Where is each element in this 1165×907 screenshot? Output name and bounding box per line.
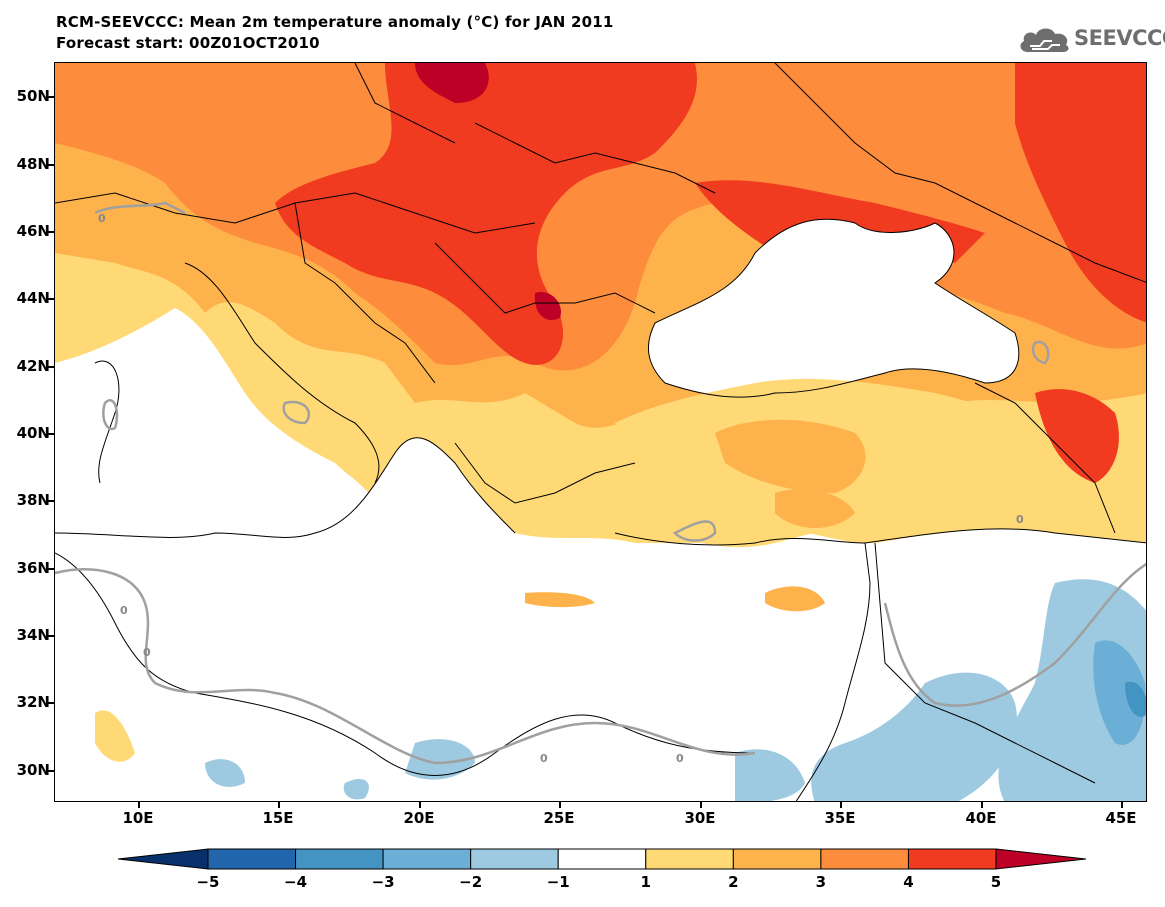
lat-label: 34N xyxy=(16,626,50,644)
lon-label: 40E xyxy=(965,809,997,827)
lat-tick xyxy=(47,164,54,166)
lon-label: 10E xyxy=(122,809,154,827)
legend-swatch xyxy=(995,848,1086,870)
lat-tick xyxy=(47,702,54,704)
legend-tick-label: −3 xyxy=(371,873,395,891)
lon-tick xyxy=(419,802,421,808)
forecast-start-label: Forecast start: 00Z01OCT2010 xyxy=(56,34,320,52)
lon-label: 25E xyxy=(543,809,575,827)
lat-tick xyxy=(47,433,54,435)
lat-label: 30N xyxy=(16,761,50,779)
legend-swatch xyxy=(645,848,734,870)
contour-label: 0 xyxy=(676,752,684,765)
lat-label: 46N xyxy=(16,222,50,240)
legend-swatch xyxy=(470,848,559,870)
lat-tick xyxy=(47,366,54,368)
legend-swatch xyxy=(382,848,472,870)
legend-tick-label: −2 xyxy=(459,873,483,891)
anomaly-field xyxy=(55,63,1146,801)
lat-tick xyxy=(47,298,54,300)
lon-tick xyxy=(981,802,983,808)
lat-label: 44N xyxy=(16,289,50,307)
lon-label: 15E xyxy=(262,809,294,827)
lat-label: 48N xyxy=(16,155,50,173)
lon-tick xyxy=(1121,802,1123,808)
legend-tick-label: −5 xyxy=(196,873,220,891)
legend-tick-label: 4 xyxy=(903,873,914,891)
lat-label: 50N xyxy=(16,87,50,105)
legend-tick-label: −1 xyxy=(546,873,570,891)
legend-tick-label: −4 xyxy=(284,873,308,891)
lat-tick xyxy=(47,96,54,98)
lat-label: 38N xyxy=(16,491,50,509)
legend-tick-label: 5 xyxy=(990,873,1002,891)
lon-tick xyxy=(700,802,702,808)
lat-label: 42N xyxy=(16,357,50,375)
lat-tick xyxy=(47,635,54,637)
logo-text: SEEVCCC xyxy=(1074,26,1165,50)
lat-label: 40N xyxy=(16,424,50,442)
legend-swatch xyxy=(557,848,647,870)
lat-label: 32N xyxy=(16,693,50,711)
map-title: RCM-SEEVCCC: Mean 2m temperature anomaly… xyxy=(56,13,614,31)
legend-swatch xyxy=(732,848,822,870)
legend-swatch xyxy=(820,848,909,870)
legend-swatch xyxy=(118,848,209,870)
legend-tick-label: 1 xyxy=(640,873,651,891)
cloud-logo-icon xyxy=(1020,28,1069,52)
temperature-anomaly-map xyxy=(54,62,1147,802)
legend-swatch xyxy=(907,848,997,870)
lon-tick xyxy=(278,802,280,808)
lon-tick xyxy=(559,802,561,808)
legend-swatch xyxy=(207,848,297,870)
lon-label: 35E xyxy=(824,809,856,827)
contour-label: 0 xyxy=(540,752,548,765)
lon-label: 45E xyxy=(1105,809,1137,827)
contour-label: 0 xyxy=(143,646,151,659)
lat-tick xyxy=(47,770,54,772)
lat-label: 36N xyxy=(16,559,50,577)
lon-label: 20E xyxy=(403,809,435,827)
legend-tick-label: 3 xyxy=(815,873,827,891)
lat-tick xyxy=(47,231,54,233)
contour-label: 0 xyxy=(98,212,106,225)
lon-tick xyxy=(138,802,140,808)
legend-tick-label: 2 xyxy=(728,873,739,891)
lat-tick xyxy=(47,500,54,502)
contour-label: 0 xyxy=(120,604,128,617)
lat-tick xyxy=(47,568,54,570)
legend-swatch xyxy=(295,848,384,870)
contour-label: 0 xyxy=(1016,513,1024,526)
lon-tick xyxy=(840,802,842,808)
lon-label: 30E xyxy=(684,809,716,827)
seevccc-logo: SEEVCCC xyxy=(1018,24,1165,54)
color-legend xyxy=(118,848,1086,870)
